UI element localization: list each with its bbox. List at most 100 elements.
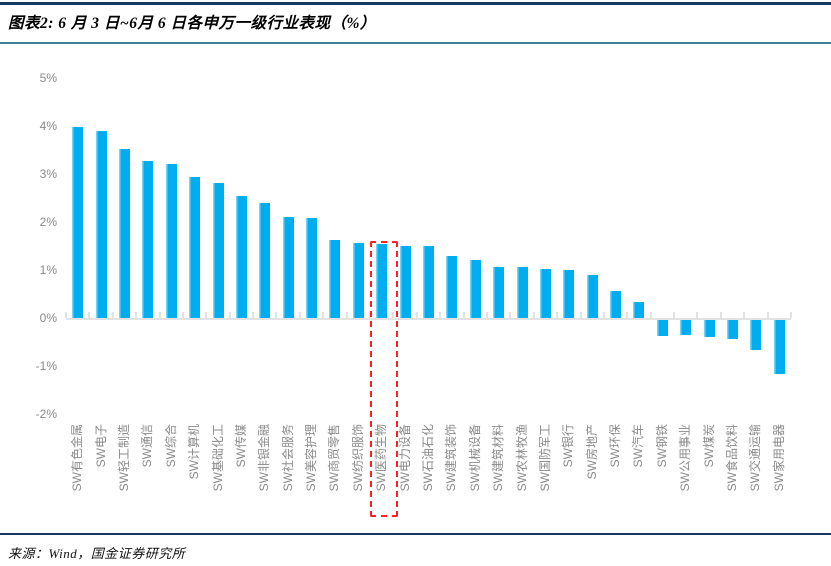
chart-bar: [516, 267, 528, 318]
chart-bar: [235, 196, 247, 318]
axis-tick: [88, 312, 91, 318]
chart-bar: [306, 218, 318, 318]
axis-tick: [345, 312, 348, 318]
chart-bar: [493, 266, 505, 318]
chart-bar: [259, 202, 271, 318]
x-axis-label: SW房地产: [584, 424, 599, 480]
y-axis-label: 1%: [39, 263, 57, 277]
chart-bar: [423, 246, 434, 318]
source-note: 来源：Wind，国金证券研究所: [8, 546, 186, 561]
title-divider: [0, 42, 831, 44]
x-axis-label: SW纺织服饰: [350, 424, 365, 492]
industry-performance-bar-chart: 5% 4% 3% 2% 1% 0% -1% -2% SW有色金属 SW电子 SW轻工制造 SW通信 SW…: [0, 50, 831, 530]
x-axis-label: SW美容护理: [304, 424, 319, 492]
x-axis-label: SW有色金属: [70, 424, 85, 492]
axis-tick: [275, 312, 278, 318]
chart-bar: [773, 320, 785, 374]
top-divider: [0, 2, 831, 5]
chart-bar: [142, 161, 154, 318]
x-axis-label: SW汽车: [631, 424, 646, 468]
x-axis-line: [66, 318, 791, 320]
axis-tick: [532, 312, 535, 318]
x-axis-label: SW建筑材料: [491, 424, 506, 492]
axis-tick: [579, 312, 582, 318]
x-axis-label: SW综合: [163, 424, 178, 468]
chart-bar: [189, 176, 201, 318]
chart-bar: [352, 243, 364, 318]
y-axis-label: 0%: [39, 311, 57, 325]
x-axis-label: SW环保: [608, 424, 623, 468]
y-axis-label: -2%: [35, 407, 57, 421]
chart-bar: [446, 256, 458, 318]
axis-tick: [65, 312, 67, 318]
chart-bar: [212, 183, 224, 318]
x-axis-label: SW商贸零售: [327, 424, 342, 492]
axis-tick: [158, 312, 161, 318]
axis-tick: [439, 312, 442, 318]
axis-tick: [485, 312, 488, 318]
chart-bar: [633, 302, 645, 318]
chart-bar: [118, 149, 130, 318]
y-axis-label: -1%: [35, 359, 57, 373]
axis-tick: [205, 312, 208, 318]
chart-bar: [656, 320, 668, 337]
footer-divider: [0, 533, 831, 535]
x-axis-label: SW家用电器: [771, 424, 786, 492]
chart-bar: [610, 291, 622, 318]
chart-bar: [680, 320, 692, 336]
chart-bar: [586, 274, 598, 318]
axis-tick: [322, 312, 325, 318]
axis-tick: [556, 312, 559, 318]
chart-bar: [469, 259, 481, 318]
axis-tick: [298, 312, 301, 318]
chart-bar: [703, 320, 715, 338]
x-axis-label: SW计算机: [187, 424, 202, 480]
axis-tick: [790, 312, 792, 318]
axis-tick: [252, 312, 255, 318]
chart-bar: [539, 269, 551, 318]
axis-tick: [766, 312, 769, 318]
axis-tick: [462, 312, 465, 318]
chart-bar: [329, 239, 341, 318]
axis-tick: [181, 312, 184, 318]
chart-bar: [376, 244, 388, 318]
y-axis-label: 2%: [39, 215, 57, 229]
chart-bar: [727, 320, 739, 340]
axis-tick: [415, 312, 418, 318]
x-axis-label: SW钢铁: [654, 424, 669, 468]
y-axis-label: 4%: [39, 119, 57, 133]
x-axis-label: SW银行: [561, 424, 576, 468]
axis-tick: [509, 312, 512, 318]
x-axis-label: SW交通运输: [748, 424, 763, 492]
x-axis-label: SW国防军工: [537, 424, 552, 492]
axis-tick: [649, 312, 652, 318]
x-axis-label: SW电力设备: [397, 424, 412, 492]
x-axis-label: SW农林牧渔: [514, 424, 529, 492]
axis-tick: [673, 312, 676, 318]
x-axis-label: SW传媒: [233, 424, 248, 468]
x-axis-label: SW通信: [140, 424, 155, 468]
axis-tick: [228, 312, 231, 318]
axis-tick: [135, 312, 138, 318]
axis-tick: [392, 312, 395, 318]
y-axis-label: 5%: [39, 71, 57, 85]
x-axis-label: SW机械设备: [467, 424, 482, 492]
x-axis-label: SW煤炭: [701, 424, 716, 468]
x-axis-label: SW公用事业: [678, 424, 693, 492]
axis-tick: [743, 312, 746, 318]
chart-bar: [95, 130, 107, 318]
x-axis-label: SW石油石化: [421, 424, 435, 492]
x-axis-label: SW基础化工: [210, 424, 225, 492]
x-axis-label: SW社会服务: [280, 424, 295, 492]
chart-bar: [165, 163, 177, 318]
chart-bar: [399, 246, 411, 318]
y-axis-label: 3%: [39, 167, 57, 181]
axis-tick: [626, 312, 629, 318]
x-axis-label: SW非银金融: [257, 424, 272, 492]
axis-tick: [719, 312, 722, 318]
highlight-box-SW医药生物: [369, 241, 398, 517]
axis-tick: [602, 312, 605, 318]
chart-title: 图表2: 6 月 3 日~6月 6 日各申万一级行业表现（%）: [8, 15, 376, 32]
chart-bar: [750, 320, 762, 351]
